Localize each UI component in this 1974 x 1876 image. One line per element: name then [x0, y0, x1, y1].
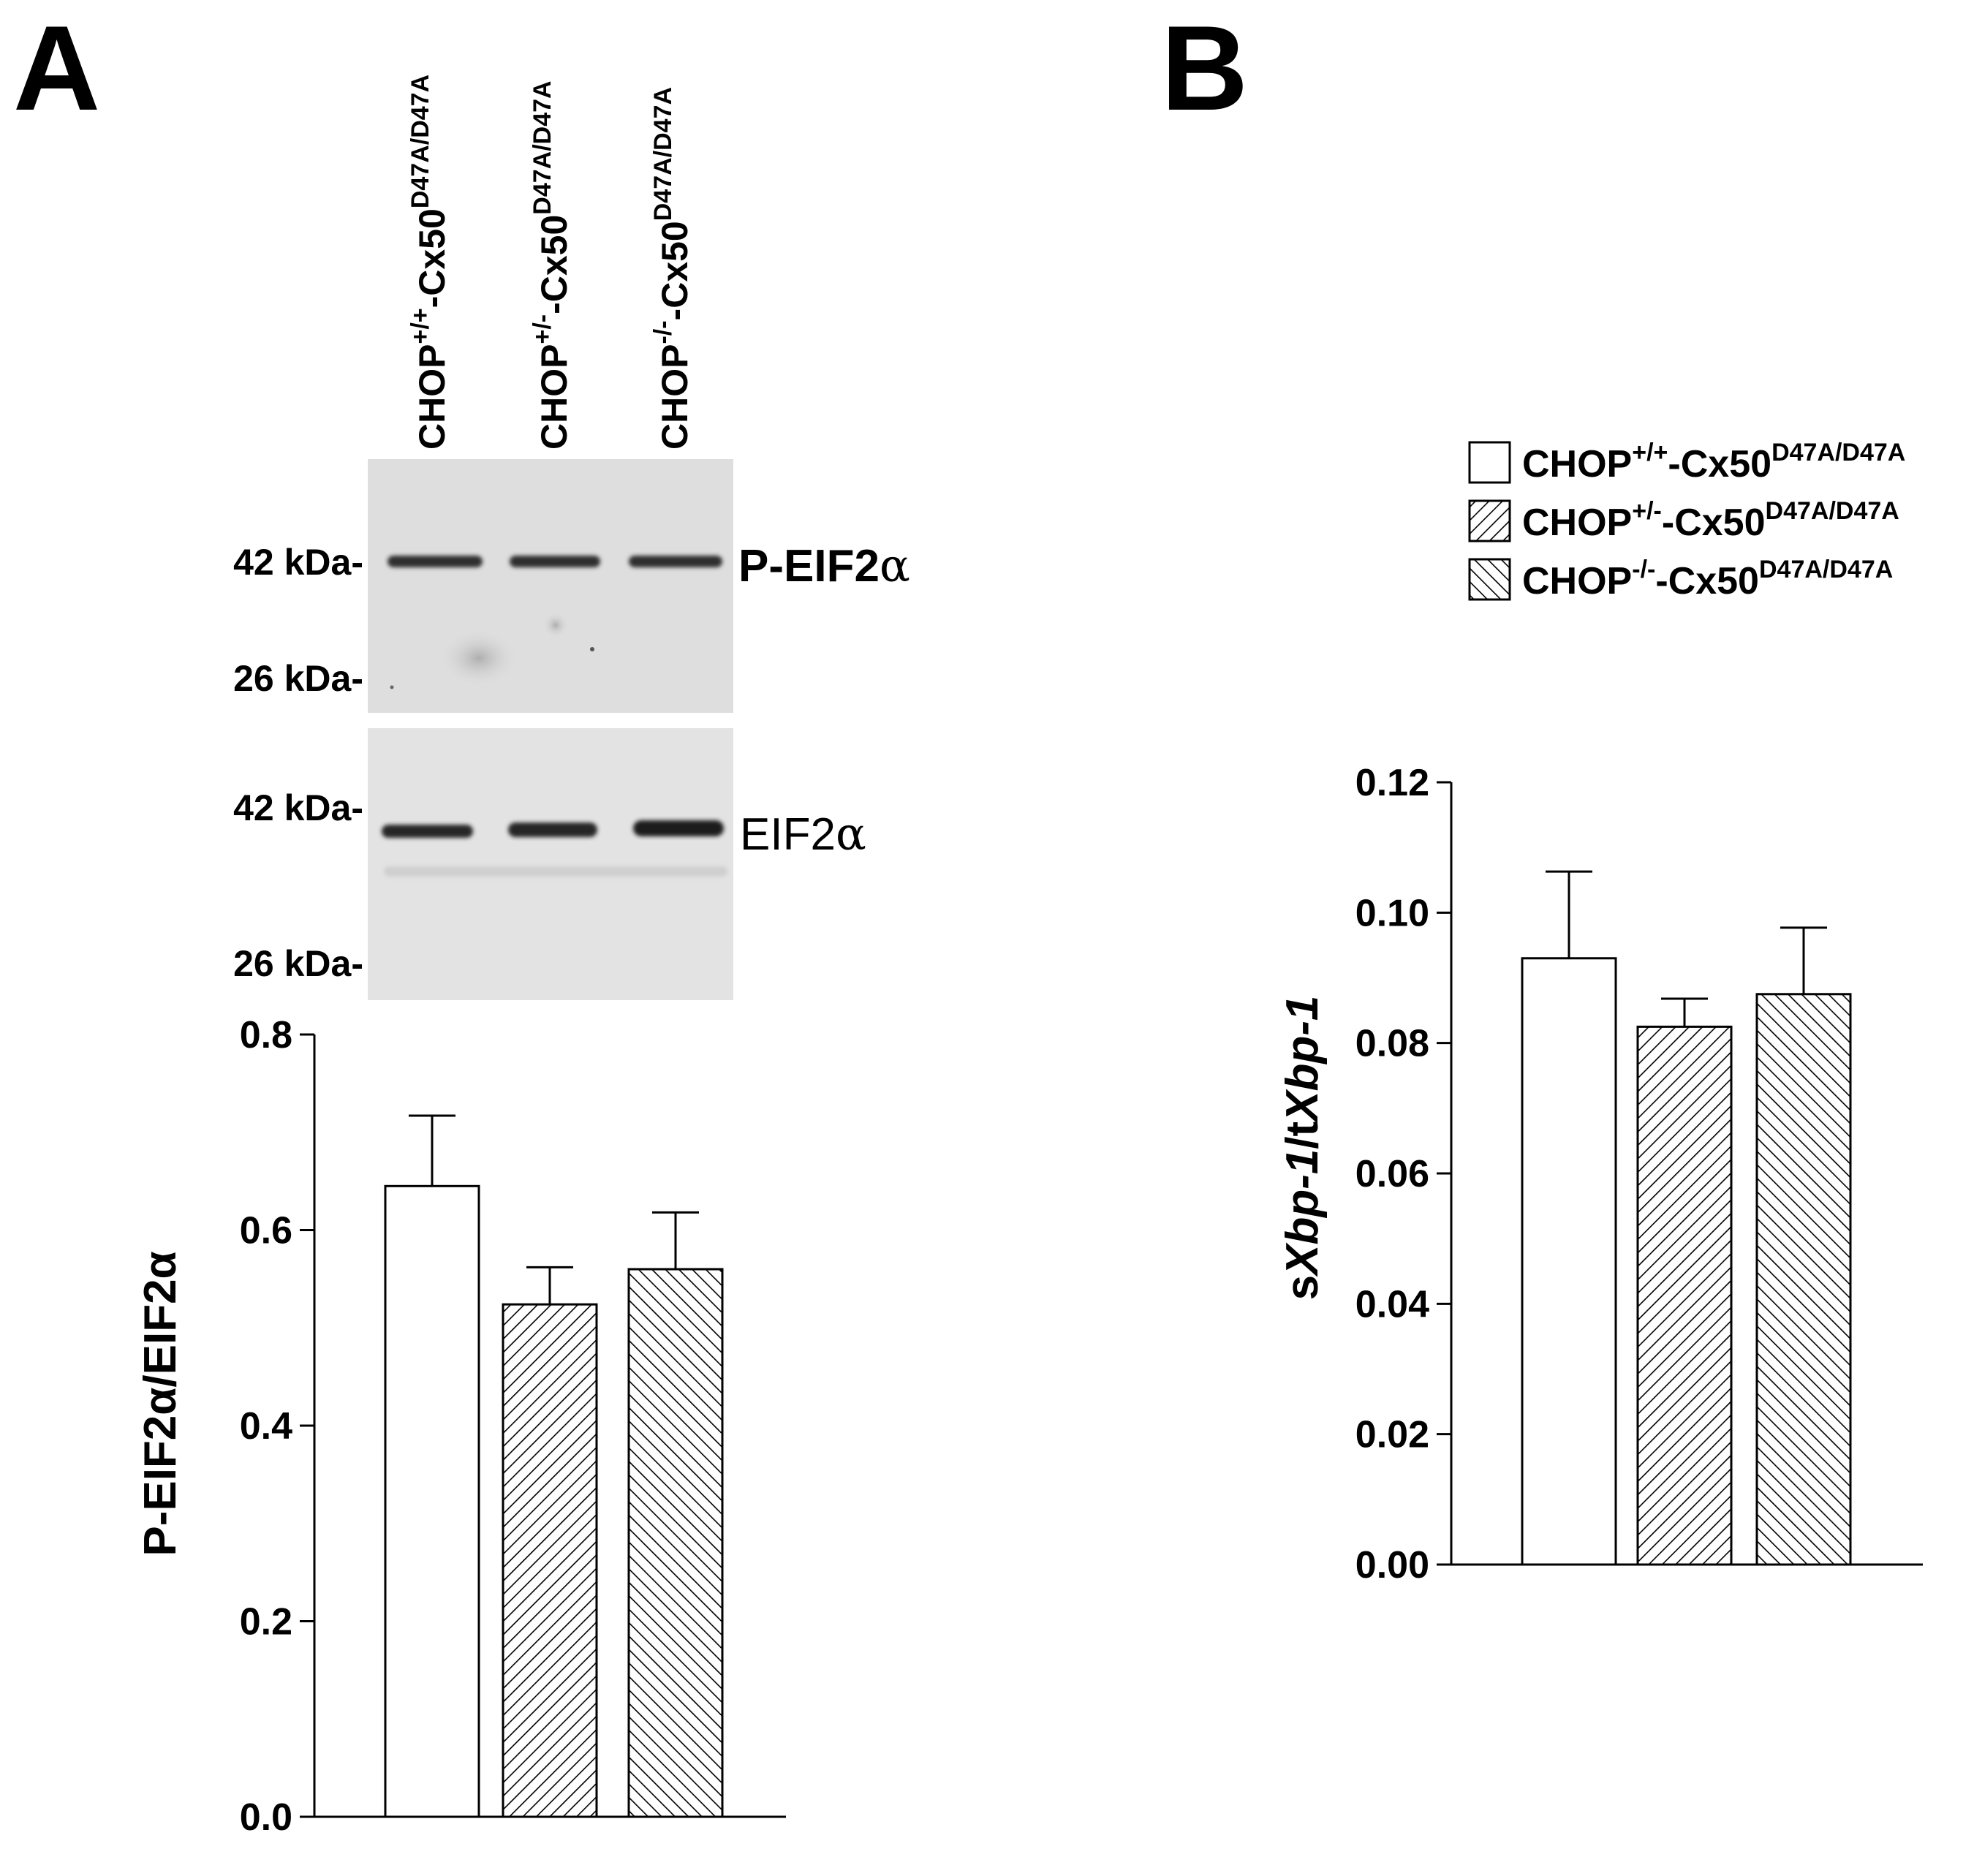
bar-2	[502, 1303, 598, 1818]
blot-phospho-smudge	[542, 612, 569, 638]
bar-3	[1755, 993, 1852, 1566]
blot-phospho-band-1	[387, 556, 483, 567]
blot-total-membrane	[368, 728, 733, 1000]
blot-phospho-marker-42: 42 kDa-	[233, 542, 363, 583]
y-tick-label: 0.06	[1355, 1153, 1429, 1195]
panel-a-letter: A	[13, 1, 100, 135]
blot-total-marker-26: 26 kDa-	[233, 943, 363, 984]
bar-3	[627, 1268, 724, 1818]
blot-phospho-band-3	[629, 556, 722, 567]
y-tick-label: 0.12	[1355, 762, 1429, 804]
blot-lane-label-2: CHOP+/--Cx50D47A/D47A	[529, 80, 575, 450]
legend: CHOP+/+-Cx50D47A/D47A CHOP+/--Cx50D47A/D4…	[1468, 439, 1905, 602]
chart-b-ylabel: sXbp-1/tXbp-1	[1277, 996, 1328, 1301]
y-tick-label: 0.00	[1355, 1544, 1429, 1586]
legend-label-2: CHOP+/--Cx50D47A/D47A	[1522, 497, 1899, 544]
blot-phospho-band-2	[510, 556, 600, 567]
legend-swatch-1	[1468, 441, 1511, 484]
bar-1	[384, 1184, 480, 1818]
y-tick-label: 0.02	[1355, 1414, 1429, 1456]
blot-phospho-speck	[390, 685, 394, 689]
chart-b: 0.00 0.02 0.04 0.06 0.08 0.10 0.12	[1355, 762, 1923, 1586]
blot-phospho-smudge	[439, 629, 519, 687]
y-tick-label: 0.4	[240, 1405, 292, 1448]
blot-phospho-speck	[590, 647, 594, 651]
blot-total-band-3	[633, 820, 724, 836]
chart-a: 0.0 0.2 0.4 0.6 0.8	[240, 1014, 786, 1839]
y-tick-label: 0.8	[240, 1014, 292, 1056]
blot-total-faint-band	[384, 866, 727, 877]
bar-2	[1636, 1025, 1733, 1566]
blot-lane-labels: CHOP+/+-Cx50D47A/D47A CHOP+/--Cx50D47A/D4…	[406, 75, 695, 450]
blot-phospho-label: P-EIF2α	[738, 539, 910, 592]
blot-total-label: EIF2α	[740, 807, 866, 861]
y-tick-label: 0.04	[1355, 1283, 1429, 1325]
blot-lane-label-3: CHOP-/--Cx50D47A/D47A	[649, 87, 695, 450]
y-tick-label: 0.6	[240, 1210, 292, 1252]
blot-phospho-membrane	[368, 459, 733, 713]
blot-total-band-1	[382, 825, 473, 838]
panel-b-letter: B	[1161, 1, 1248, 135]
blot-total: 42 kDa- 26 kDa- EIF2α	[233, 728, 866, 1000]
blot-phospho: 42 kDa- 26 kDa- P-EIF2α	[233, 459, 910, 713]
bar-1	[1521, 957, 1617, 1566]
blot-lane-label-1: CHOP+/+-Cx50D47A/D47A	[406, 75, 453, 450]
y-tick-label: 0.08	[1355, 1023, 1429, 1065]
legend-swatch-3	[1468, 558, 1511, 601]
y-tick-label: 0.0	[240, 1796, 292, 1839]
y-tick-label: 0.2	[240, 1601, 292, 1644]
blot-total-marker-42: 42 kDa-	[233, 787, 363, 828]
legend-swatch-2	[1468, 499, 1511, 542]
y-tick-label: 0.10	[1355, 892, 1429, 934]
chart-a-ylabel: P-EIF2α/EIF2α	[135, 1251, 186, 1556]
legend-label-3: CHOP-/--Cx50D47A/D47A	[1522, 556, 1893, 602]
blot-phospho-marker-26: 26 kDa-	[233, 658, 363, 699]
blot-total-band-2	[508, 822, 597, 837]
legend-label-1: CHOP+/+-Cx50D47A/D47A	[1522, 439, 1905, 485]
